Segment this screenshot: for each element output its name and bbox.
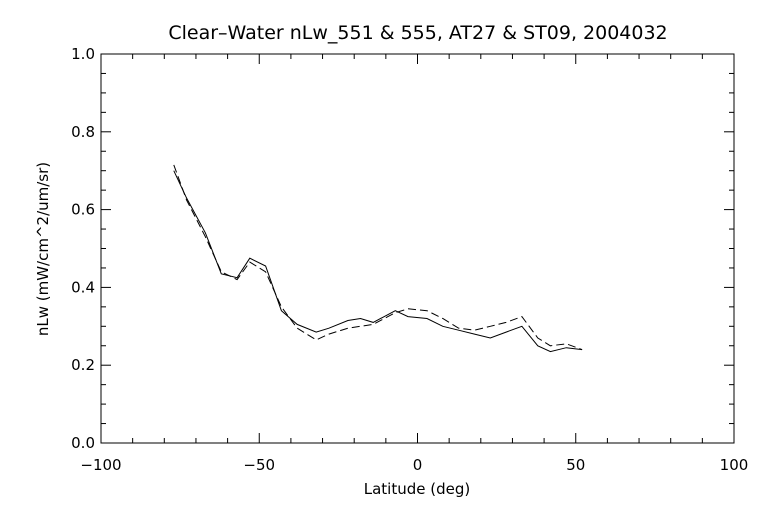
series-line-2 (173, 164, 583, 351)
axis-ticks: −100 −50 0 50 100 0.0 0.2 0.4 0.6 0.8 1.0 (71, 45, 748, 474)
x-tick-label: −50 (243, 456, 275, 474)
series-layer (173, 164, 583, 353)
x-axis-label: Latitude (deg) (364, 480, 470, 498)
y-tick-label: 0.0 (71, 434, 95, 452)
plot-frame (100, 53, 735, 444)
x-tick-label: 50 (566, 456, 585, 474)
y-tick-label: 0.8 (71, 123, 95, 141)
y-tick-label: 0.2 (71, 356, 95, 374)
y-tick-label: 0.6 (71, 201, 95, 219)
y-axis-label: nLw (mW/cm^2/um/sr) (34, 162, 52, 336)
chart-title: Clear–Water nLw_551 & 555, AT27 & ST09, … (168, 22, 667, 44)
x-tick-label: 0 (413, 456, 423, 474)
x-tick-label: 100 (720, 456, 749, 474)
y-tick-label: 1.0 (71, 45, 95, 63)
series-line-1 (173, 170, 583, 353)
x-tick-label: −100 (80, 456, 121, 474)
y-tick-label: 0.4 (71, 278, 95, 296)
